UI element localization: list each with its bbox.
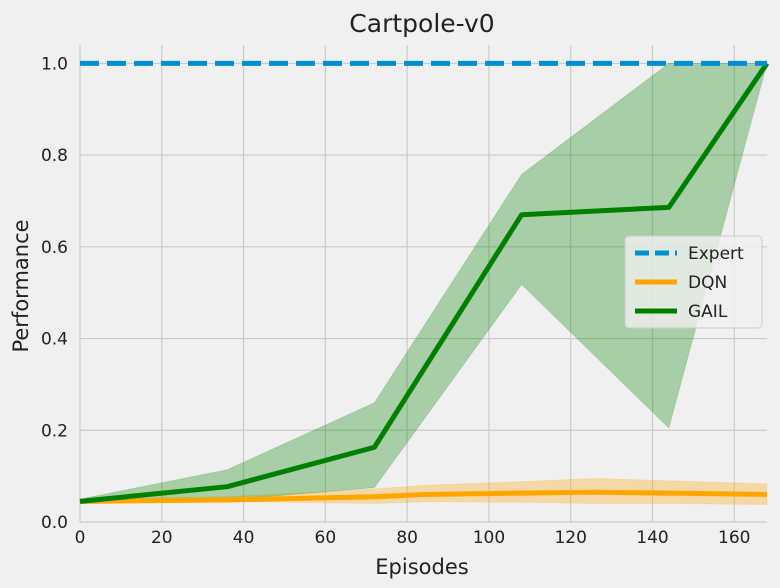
y-tick-label: 1.0	[41, 54, 68, 74]
series-lines	[79, 60, 770, 504]
x-tick-label: 100	[473, 528, 505, 548]
x-axis-label: Episodes	[375, 555, 468, 579]
y-tick-label: 0.8	[41, 146, 68, 166]
expert-legend-label: Expert	[688, 244, 744, 264]
x-tick-label: 140	[636, 528, 668, 548]
y-axis-label: Performance	[9, 219, 33, 352]
legend-box	[624, 235, 763, 329]
legend: Expert DQN GAIL	[624, 235, 763, 329]
gail-line	[79, 61, 770, 504]
x-tick-label: 60	[315, 528, 337, 548]
y-tick-label: 0.6	[41, 238, 68, 258]
x-tick-label: 80	[396, 528, 418, 548]
grid	[79, 45, 767, 523]
x-tick-label: 0	[75, 528, 86, 548]
x-tick-label: 160	[718, 528, 750, 548]
y-tick-label: 0.0	[41, 513, 68, 533]
chart-title: Cartpole-v0	[349, 9, 494, 38]
dqn-line	[79, 489, 768, 504]
x-tick-label: 20	[151, 528, 173, 548]
x-tick-label: 40	[233, 528, 255, 548]
x-tick-labels: 0 20 40 60 80 100 120 140 160	[75, 528, 751, 548]
x-tick-label: 120	[554, 528, 586, 548]
y-tick-labels: 0.0 0.2 0.4 0.6 0.8 1.0	[41, 54, 68, 533]
y-tick-label: 0.2	[41, 421, 68, 441]
dqn-legend-label: DQN	[688, 273, 727, 293]
y-tick-label: 0.4	[41, 330, 68, 350]
gail-legend-label: GAIL	[688, 302, 728, 322]
